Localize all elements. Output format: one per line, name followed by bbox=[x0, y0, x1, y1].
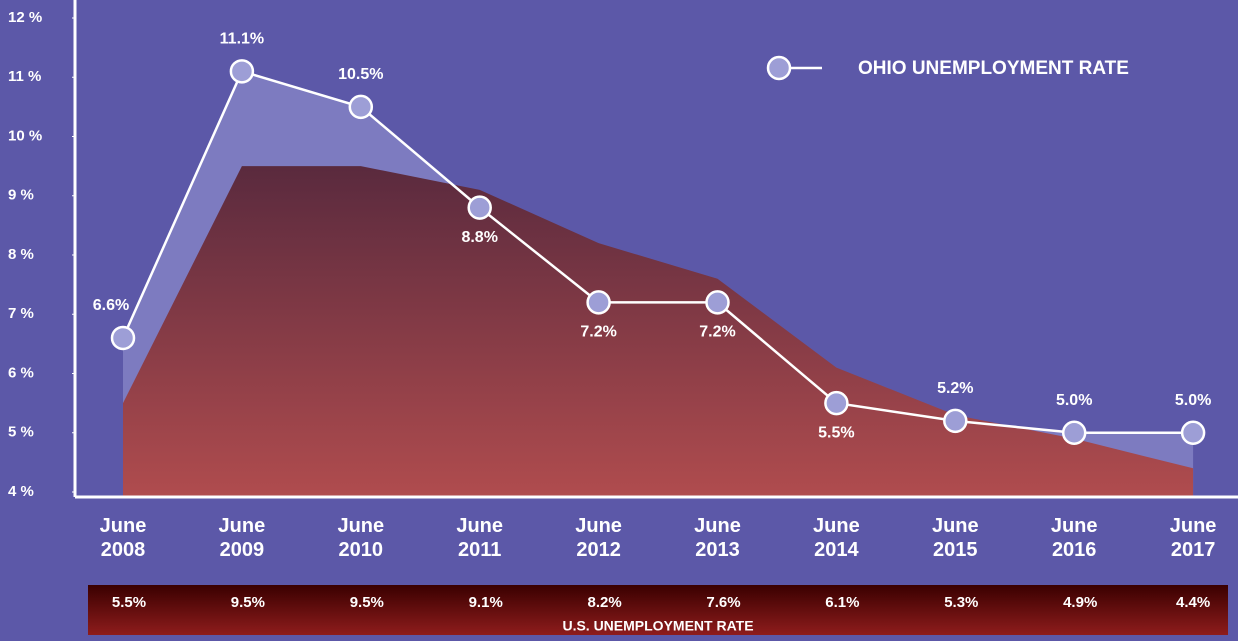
ohio-point bbox=[586, 290, 611, 315]
y-tick-label: 5 % bbox=[8, 424, 34, 441]
x-tick-label: June 2012 bbox=[575, 515, 622, 561]
x-tick-label: June 2017 bbox=[1169, 515, 1217, 561]
us-value-label: 7.6% bbox=[706, 594, 740, 611]
y-tick-label: 8 % bbox=[8, 246, 34, 263]
us-value-label: 9.5% bbox=[231, 594, 265, 611]
x-tick-label: June 2011 bbox=[456, 515, 504, 561]
legend-marker bbox=[766, 55, 792, 81]
us-value-label: 5.3% bbox=[944, 594, 978, 611]
y-tick-label: 6 % bbox=[8, 364, 34, 381]
x-tick-label: June 2016 bbox=[1050, 515, 1098, 561]
ohio-value-label: 5.0% bbox=[1175, 392, 1211, 409]
ohio-point bbox=[1180, 420, 1206, 445]
us-value-label: 4.9% bbox=[1063, 594, 1097, 611]
y-tick-label: 12 % bbox=[8, 9, 42, 26]
y-tick-label: 4 % bbox=[8, 483, 34, 500]
ohio-value-label: 6.6% bbox=[93, 297, 129, 314]
ohio-value-label: 7.2% bbox=[580, 324, 616, 341]
x-tick-label: June 2015 bbox=[931, 515, 979, 561]
ohio-point bbox=[229, 59, 255, 84]
us-value-label: 8.2% bbox=[587, 594, 621, 611]
ohio-point bbox=[467, 195, 492, 220]
ohio-point bbox=[348, 94, 374, 120]
x-tick-label: June 2014 bbox=[813, 515, 860, 561]
y-tick-label: 11 % bbox=[8, 68, 41, 85]
us-value-label: 9.1% bbox=[469, 594, 503, 611]
us-value-label: 4.4% bbox=[1176, 594, 1210, 611]
ohio-value-label: 11.1% bbox=[220, 31, 264, 48]
x-tick-label: June 2009 bbox=[218, 515, 266, 561]
ohio-point bbox=[110, 325, 136, 351]
y-tick-label: 7 % bbox=[8, 305, 34, 322]
ohio-value-label: 10.5% bbox=[338, 66, 383, 83]
y-tick-label: 10 % bbox=[8, 127, 42, 144]
ohio-value-label: 7.2% bbox=[699, 324, 735, 341]
x-tick-label: June 2008 bbox=[99, 515, 147, 561]
ohio-value-label: 5.5% bbox=[818, 424, 854, 441]
us-value-label: 6.1% bbox=[825, 594, 859, 611]
us-table bbox=[88, 585, 1228, 635]
ohio-value-label: 5.0% bbox=[1056, 392, 1092, 409]
ohio-point bbox=[943, 408, 968, 434]
ohio-point bbox=[1061, 420, 1087, 445]
ohio-point bbox=[705, 290, 730, 315]
ohio-point bbox=[824, 390, 849, 416]
y-tick-label: 9 % bbox=[8, 187, 34, 204]
ohio-value-label: 5.2% bbox=[937, 380, 973, 397]
us-value-label: 9.5% bbox=[350, 594, 384, 611]
us-area bbox=[123, 166, 1194, 497]
ohio-line bbox=[121, 69, 1194, 434]
x-tick-label: June 2010 bbox=[337, 515, 385, 561]
us-value-label: 5.5% bbox=[112, 594, 146, 611]
ohio-value-label: 8.8% bbox=[461, 229, 497, 246]
x-tick-label: June 2013 bbox=[694, 515, 741, 561]
us-table-label: U.S. UNEMPLOYMENT RATE bbox=[562, 618, 753, 634]
legend-label: OHIO UNEMPLOYMENT RATE bbox=[858, 58, 1129, 79]
